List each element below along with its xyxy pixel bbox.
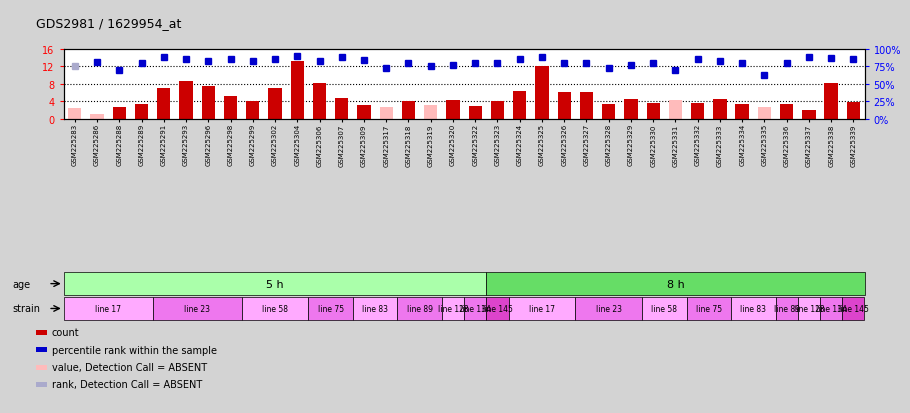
Bar (686, 297, 731, 320)
Bar (424, 106, 438, 120)
Text: percentile rank within the sample: percentile rank within the sample (52, 345, 217, 355)
Text: line 58: line 58 (262, 304, 288, 313)
Bar (153, 297, 242, 320)
Bar (535, 66, 549, 120)
Bar (486, 297, 509, 320)
Bar (602, 104, 615, 120)
Bar (713, 100, 726, 120)
Text: line 83: line 83 (740, 304, 766, 313)
Text: line 145: line 145 (482, 304, 513, 313)
Bar (646, 104, 660, 120)
Bar (398, 297, 442, 320)
Bar (820, 297, 843, 320)
Text: line 134: line 134 (815, 304, 846, 313)
Text: line 89: line 89 (407, 304, 432, 313)
Bar (353, 297, 398, 320)
Bar (202, 86, 215, 120)
Bar (731, 297, 775, 320)
Bar (335, 99, 349, 120)
Text: line 89: line 89 (774, 304, 800, 313)
Bar (464, 297, 486, 320)
Bar (64, 273, 486, 295)
Bar (308, 297, 353, 320)
Bar (68, 109, 82, 120)
Bar (135, 105, 148, 120)
Bar (402, 101, 415, 120)
Bar (575, 297, 642, 320)
Text: line 17: line 17 (529, 304, 555, 313)
Bar (113, 108, 126, 120)
Text: GDS2981 / 1629954_at: GDS2981 / 1629954_at (36, 17, 182, 29)
Text: line 145: line 145 (838, 304, 869, 313)
Bar (446, 100, 460, 120)
Bar (469, 107, 482, 120)
Bar (90, 114, 104, 120)
Bar (313, 84, 326, 120)
Text: line 23: line 23 (596, 304, 622, 313)
Text: rank, Detection Call = ABSENT: rank, Detection Call = ABSENT (52, 380, 202, 389)
Text: line 128: line 128 (794, 304, 824, 313)
Bar (157, 89, 170, 120)
Text: age: age (13, 279, 31, 289)
Text: value, Detection Call = ABSENT: value, Detection Call = ABSENT (52, 362, 207, 372)
Bar (758, 108, 771, 120)
Bar (846, 103, 860, 120)
Bar (669, 100, 682, 120)
Bar (268, 89, 282, 120)
Bar (442, 297, 464, 320)
Text: 5 h: 5 h (267, 279, 284, 289)
Text: line 23: line 23 (184, 304, 210, 313)
Bar (580, 93, 593, 120)
Bar (224, 97, 238, 120)
Text: line 75: line 75 (318, 304, 344, 313)
Bar (379, 107, 393, 120)
Bar (798, 297, 820, 320)
Bar (290, 62, 304, 120)
Bar (691, 104, 704, 120)
Text: line 128: line 128 (438, 304, 469, 313)
Bar (486, 273, 864, 295)
Bar (64, 297, 153, 320)
Bar (803, 111, 815, 120)
Text: line 134: line 134 (460, 304, 490, 313)
Text: line 17: line 17 (96, 304, 121, 313)
Text: count: count (52, 328, 79, 337)
Bar (558, 93, 571, 120)
Bar (624, 100, 638, 120)
Bar (775, 297, 798, 320)
Text: line 58: line 58 (652, 304, 677, 313)
Text: strain: strain (13, 304, 41, 314)
Bar (490, 102, 504, 120)
Bar (358, 106, 370, 120)
Bar (242, 297, 308, 320)
Bar (246, 102, 259, 120)
Bar (843, 297, 864, 320)
Bar (780, 105, 794, 120)
Bar (735, 105, 749, 120)
Text: line 75: line 75 (696, 304, 722, 313)
Bar (642, 297, 686, 320)
Bar (824, 84, 838, 120)
Bar (179, 82, 193, 120)
Text: 8 h: 8 h (666, 279, 684, 289)
Bar (509, 297, 575, 320)
Bar (513, 92, 526, 120)
Text: line 83: line 83 (362, 304, 389, 313)
